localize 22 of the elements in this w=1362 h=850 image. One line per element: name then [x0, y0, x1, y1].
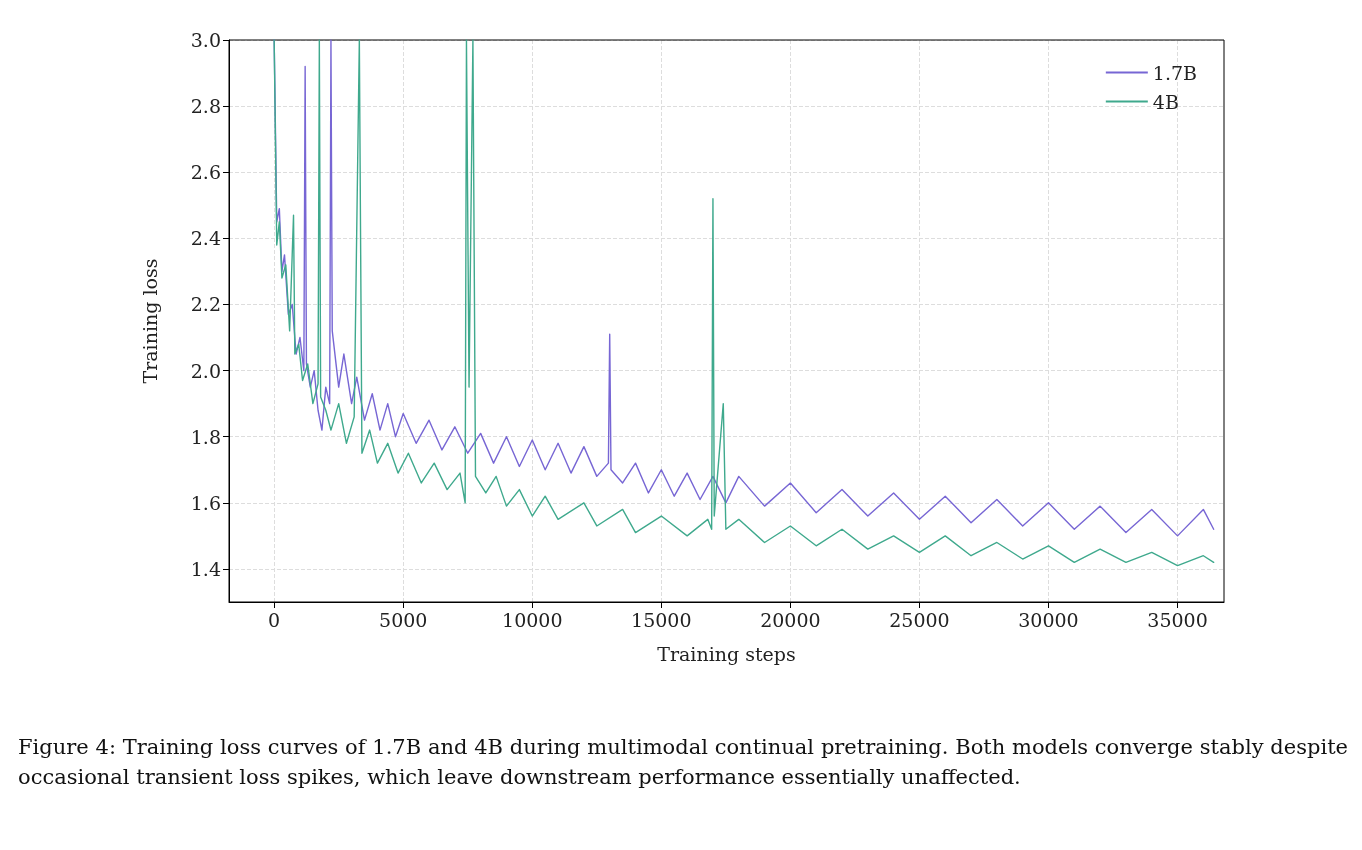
x-tick-label: 35000	[1147, 608, 1208, 631]
y-tick-label: 2.6	[190, 161, 221, 184]
y-tick-label: 1.4	[190, 557, 221, 580]
caption: Figure 4: Training loss curves of 1.7B and 4B during multimodal continual pretraining. Both models converge stably despite occasional transient loss spikes, which leave downstream performance essentially unaffected.	[18, 734, 1348, 791]
y-tick-label: 1.8	[190, 425, 221, 448]
y-tick-label: 2.0	[190, 359, 221, 382]
x-tick-label: 10000	[502, 608, 563, 631]
x-tick-label: 20000	[760, 608, 821, 631]
y-axis-title: Training loss	[138, 258, 161, 384]
x-tick-label: 15000	[631, 608, 692, 631]
x-tick-label: 25000	[889, 608, 950, 631]
y-tick-label: 2.4	[190, 227, 221, 250]
x-tick-label: 5000	[379, 608, 428, 631]
y-tick-label: 2.2	[190, 293, 221, 316]
x-axis-title: Training steps	[657, 642, 796, 665]
x-tick-label: 30000	[1018, 608, 1079, 631]
legend-label: 4B	[1152, 90, 1179, 113]
y-tick-label: 1.6	[190, 491, 221, 514]
x-tick-label: 0	[268, 608, 281, 631]
legend-label: 1.7B	[1152, 61, 1198, 84]
y-tick-label: 3.0	[190, 29, 221, 51]
y-tick-label: 2.8	[190, 95, 221, 118]
